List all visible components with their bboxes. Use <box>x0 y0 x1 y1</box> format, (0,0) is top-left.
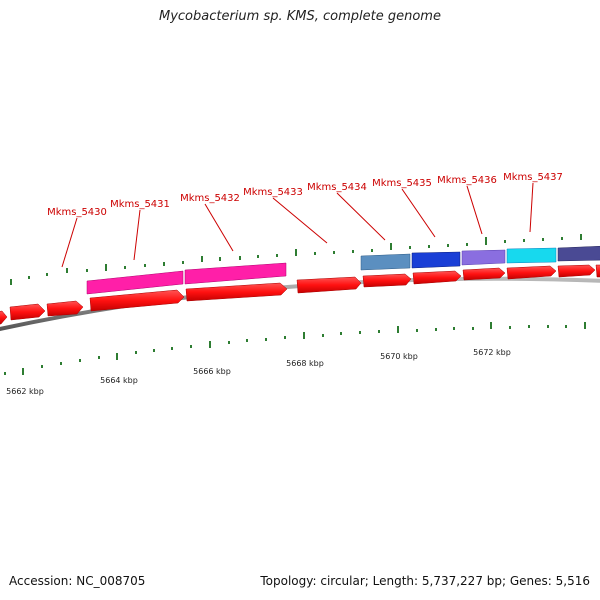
gene-arrow <box>412 270 462 285</box>
annotation-bar <box>506 247 557 264</box>
gene-label: Mkms_5431 <box>110 199 170 210</box>
leader-lines <box>61 182 534 268</box>
annotation-bars <box>86 245 600 295</box>
leader-line <box>61 217 78 268</box>
annotation-bar <box>184 262 287 285</box>
topology-text: Topology: circular; Length: 5,737,227 bp… <box>260 574 590 588</box>
leader-line <box>336 192 386 241</box>
gene-label: Mkms_5433 <box>243 187 303 198</box>
kbp-label: 5668 kbp <box>286 359 324 368</box>
page-title: Mycobacterium sp. KMS, complete genome <box>159 9 441 24</box>
gene-label: Mkms_5437 <box>503 172 563 183</box>
annotation-bar <box>461 249 506 266</box>
gene-arrow <box>506 265 557 280</box>
kbp-label: 5670 kbp <box>380 352 418 361</box>
kbp-label: 5666 kbp <box>193 367 231 376</box>
gene-arrow <box>557 264 596 278</box>
gene-label: Mkms_5434 <box>307 182 367 193</box>
leader-line <box>466 185 483 235</box>
leader-line <box>529 182 534 233</box>
annotation-bar <box>411 251 461 269</box>
gene-arrow <box>0 310 8 325</box>
gene-arrow <box>296 276 362 294</box>
annotation-bar <box>86 270 184 295</box>
gene-arrow <box>46 300 84 317</box>
gene-label: Mkms_5435 <box>372 178 432 189</box>
annotation-bar <box>360 253 411 271</box>
annotation-bar <box>557 245 600 262</box>
leader-line <box>204 203 234 252</box>
gene-arrow <box>9 303 46 321</box>
leader-line <box>401 188 436 238</box>
lower-tick-row <box>4 322 586 375</box>
gene-arrow <box>185 282 288 302</box>
gene-label: Mkms_5432 <box>180 193 240 204</box>
gene-label: Mkms_5436 <box>437 175 497 186</box>
kbp-label: 5664 kbp <box>100 376 138 385</box>
gene-arrow <box>595 264 600 278</box>
kbp-label: 5672 kbp <box>473 348 511 357</box>
gene-labels: Mkms_5430 Mkms_5431 Mkms_5432 Mkms_5433 … <box>47 172 563 218</box>
kbp-labels: 5662 kbp 5664 kbp 5666 kbp 5668 kbp 5670… <box>6 348 511 396</box>
gene-arrow <box>462 267 506 281</box>
upper-tick-row <box>10 234 582 285</box>
kbp-label: 5662 kbp <box>6 387 44 396</box>
leader-line <box>133 209 141 261</box>
gene-label: Mkms_5430 <box>47 207 107 218</box>
gene-arrows <box>0 264 600 325</box>
accession-text: Accession: NC_008705 <box>9 574 146 588</box>
gene-arrow <box>362 273 412 288</box>
gene-arrow <box>89 289 185 312</box>
leader-line <box>272 197 328 244</box>
